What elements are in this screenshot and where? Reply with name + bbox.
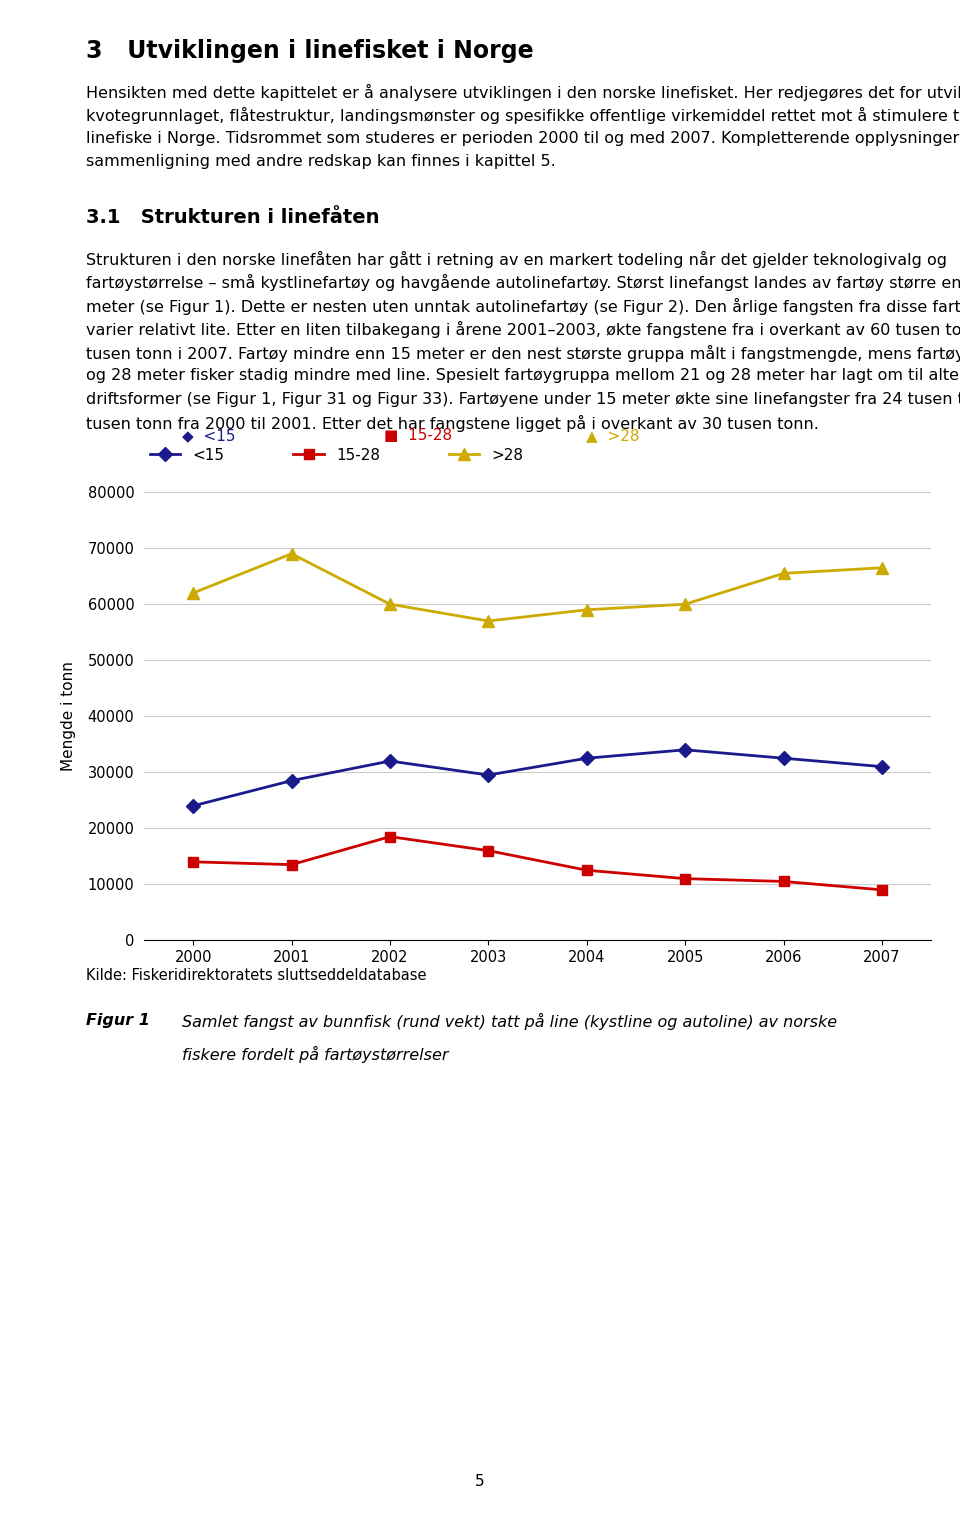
15-28 xyxy=(384,828,396,846)
Line: 15-28: 15-28 xyxy=(188,832,887,895)
Text: 3   Utviklingen i linefisket i Norge: 3 Utviklingen i linefisket i Norge xyxy=(86,39,534,64)
Text: tusen tonn i 2007. Fartøy mindre enn 15 meter er den nest største gruppa målt i : tusen tonn i 2007. Fartøy mindre enn 15 … xyxy=(86,345,960,362)
Text: 5: 5 xyxy=(475,1473,485,1489)
Text: Hensikten med dette kapittelet er å analysere utviklingen i den norske linefiske: Hensikten med dette kapittelet er å anal… xyxy=(86,84,960,100)
<15 xyxy=(876,758,888,776)
Text: tusen tonn fra 2000 til 2001. Etter det har fangstene ligget på i overkant av 30: tusen tonn fra 2000 til 2001. Etter det … xyxy=(86,416,819,433)
Text: fartøystørrelse – små kystlinefartøy og havgående autolinefartøy. Størst linefan: fartøystørrelse – små kystlinefartøy og … xyxy=(86,273,960,292)
Text: meter (se Figur 1). Dette er nesten uten unntak autolinefartøy (se Figur 2). Den: meter (se Figur 1). Dette er nesten uten… xyxy=(86,298,960,314)
Line: <15: <15 xyxy=(188,744,887,811)
Text: ◆  <15: ◆ <15 xyxy=(182,428,236,444)
15-28 xyxy=(187,852,199,870)
Text: linefiske i Norge. Tidsrommet som studeres er perioden 2000 til og med 2007. Kom: linefiske i Norge. Tidsrommet som studer… xyxy=(86,131,960,146)
<15 xyxy=(384,752,396,770)
>28 xyxy=(187,583,199,602)
<15 xyxy=(187,797,199,816)
Text: kvotegrunnlaget, flåtestruktur, landingsmønster og spesifikke offentlige virkemi: kvotegrunnlaget, flåtestruktur, landings… xyxy=(86,108,960,125)
Text: Samlet fangst av bunnfisk (rund vekt) tatt på line (kystline og autoline) av nor: Samlet fangst av bunnfisk (rund vekt) ta… xyxy=(182,1013,837,1030)
<15 xyxy=(483,766,494,784)
Text: sammenligning med andre redskap kan finnes i kapittel 5.: sammenligning med andre redskap kan finn… xyxy=(86,155,556,169)
Line: >28: >28 xyxy=(187,548,888,626)
Text: 3.1   Strukturen i linefåten: 3.1 Strukturen i linefåten xyxy=(86,208,380,228)
<15 xyxy=(286,772,298,790)
>28 xyxy=(680,595,691,614)
15-28 xyxy=(286,855,298,873)
Text: og 28 meter fisker stadig mindre med line. Spesielt fartøygruppa mellom 21 og 28: og 28 meter fisker stadig mindre med lin… xyxy=(86,369,960,383)
15-28 xyxy=(581,861,592,880)
>28 xyxy=(483,612,494,630)
>28 xyxy=(286,545,298,564)
<15 xyxy=(581,749,592,767)
15-28 xyxy=(876,881,888,899)
<15 xyxy=(778,749,789,767)
Text: Kilde: Fiskeridirektoratets sluttseddeldatabase: Kilde: Fiskeridirektoratets sluttseddeld… xyxy=(86,968,427,983)
15-28 xyxy=(680,869,691,887)
Text: ▲  >28: ▲ >28 xyxy=(586,428,639,444)
Y-axis label: Mengde i tonn: Mengde i tonn xyxy=(61,661,76,772)
>28 xyxy=(876,559,888,577)
Text: varier relativt lite. Etter en liten tilbakegang i årene 2001–2003, økte fangste: varier relativt lite. Etter en liten til… xyxy=(86,322,960,339)
Text: fiskere fordelt på fartøystørrelser: fiskere fordelt på fartøystørrelser xyxy=(182,1047,449,1063)
Text: Strukturen i den norske linefåten har gått i retning av en markert todeling når : Strukturen i den norske linefåten har gå… xyxy=(86,251,948,267)
<15 xyxy=(680,741,691,760)
Text: Figur 1: Figur 1 xyxy=(86,1013,151,1028)
15-28 xyxy=(483,842,494,860)
>28 xyxy=(778,564,789,582)
>28 xyxy=(384,595,396,614)
>28 xyxy=(581,600,592,618)
Text: driftsformer (se Figur 1, Figur 31 og Figur 33). Fartøyene under 15 meter økte s: driftsformer (se Figur 1, Figur 31 og Fi… xyxy=(86,392,960,407)
Text: ■  15-28: ■ 15-28 xyxy=(384,428,452,444)
15-28 xyxy=(778,872,789,890)
Legend: <15, 15-28, >28: <15, 15-28, >28 xyxy=(144,442,530,469)
